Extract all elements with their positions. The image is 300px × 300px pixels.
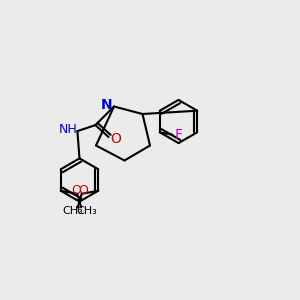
Text: CH₃: CH₃: [62, 206, 83, 216]
Text: O: O: [78, 184, 88, 197]
Text: O: O: [110, 132, 121, 145]
Text: F: F: [175, 128, 183, 142]
Text: CH₃: CH₃: [76, 206, 97, 216]
Text: NH: NH: [59, 123, 78, 136]
Text: O: O: [71, 184, 81, 197]
Text: N: N: [101, 98, 112, 112]
